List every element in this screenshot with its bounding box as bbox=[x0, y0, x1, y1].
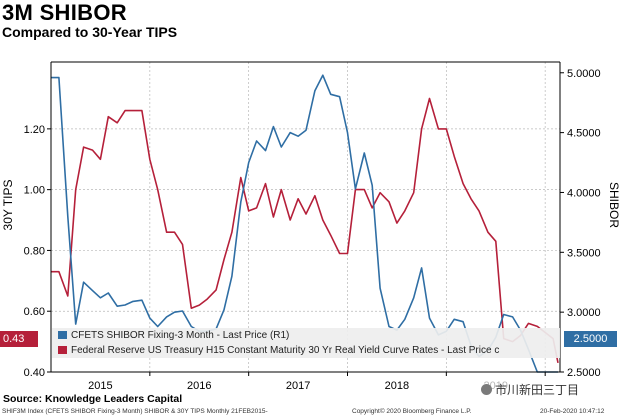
source-note: Source: Knowledge Leaders Capital bbox=[3, 393, 183, 405]
y-left-tick-label: 1.20 bbox=[24, 124, 45, 136]
legend-entry-tips: Federal Reserve US Treasury H15 Constant… bbox=[52, 344, 560, 358]
y-right-axis-title: SHIBOR bbox=[607, 182, 621, 228]
y-left-tick-label: 1.00 bbox=[24, 185, 45, 197]
legend-swatch-shibor bbox=[58, 331, 67, 339]
legend-label-tips: Federal Reserve US Treasury H15 Constant… bbox=[71, 345, 500, 356]
x-tick-label: 2017 bbox=[286, 380, 310, 392]
tips-last-value-badge: 0.43 bbox=[0, 331, 38, 347]
axes bbox=[50, 61, 561, 373]
chart-legend: CFETS SHIBOR Fixing-3 Month - Last Price… bbox=[52, 328, 560, 358]
footer-timestamp: 20-Feb-2020 10:47:12 bbox=[540, 408, 605, 415]
y-left-axis-title: 30Y TIPS bbox=[1, 180, 15, 231]
chart-title: 3M SHIBOR bbox=[2, 0, 127, 25]
wechat-icon bbox=[481, 384, 492, 395]
footer-copyright: Copyright© 2020 Bloomberg Finance L.P. bbox=[352, 408, 472, 415]
y-right-tick-label: 3.0000 bbox=[567, 307, 601, 319]
watermark: 市川新田三丁目 bbox=[478, 380, 583, 399]
shibor-last-value-badge: 2.5000 bbox=[564, 331, 617, 347]
watermark-text: 市川新田三丁目 bbox=[495, 383, 580, 397]
chart-subtitle: Compared to 30-Year TIPS bbox=[2, 24, 178, 40]
legend-label-shibor: CFETS SHIBOR Fixing-3 Month - Last Price… bbox=[71, 330, 290, 341]
y-right-tick-label: 2.5000 bbox=[567, 367, 601, 379]
y-left-tick-label: 0.40 bbox=[24, 367, 45, 379]
x-tick-label: 2015 bbox=[88, 380, 112, 392]
footer-index-note: SHIF3M Index (CFETS SHIBOR Fixing-3 Mont… bbox=[2, 408, 268, 415]
gridlines bbox=[51, 62, 560, 373]
x-tick-label: 2016 bbox=[187, 380, 211, 392]
series-line-tips bbox=[51, 97, 559, 364]
y-left-tick-label: 0.80 bbox=[24, 245, 45, 257]
y-right-tick-label: 3.5000 bbox=[567, 247, 601, 259]
x-tick-label: 2018 bbox=[385, 380, 409, 392]
y-right-tick-label: 4.0000 bbox=[567, 187, 601, 199]
legend-swatch-tips bbox=[58, 346, 67, 354]
y-left-tick-label: 0.60 bbox=[24, 306, 45, 318]
legend-entry-shibor: CFETS SHIBOR Fixing-3 Month - Last Price… bbox=[52, 329, 560, 343]
y-right-tick-label: 5.0000 bbox=[567, 68, 601, 80]
y-right-tick-label: 4.5000 bbox=[567, 128, 601, 140]
